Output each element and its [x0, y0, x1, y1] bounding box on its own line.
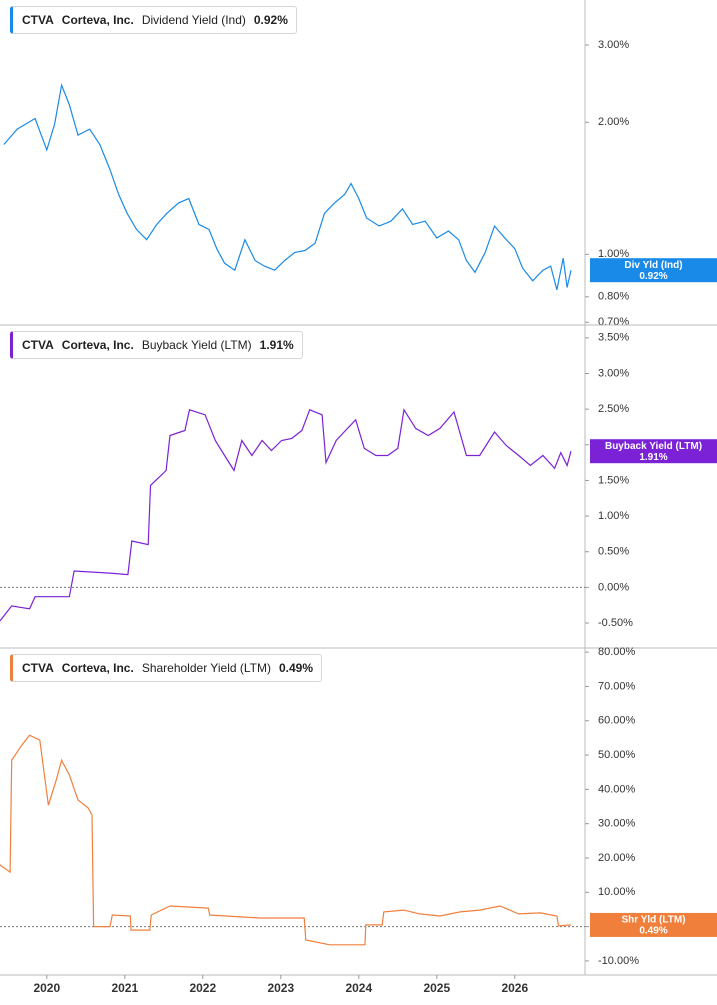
y-tick-label: 30.00%: [598, 818, 636, 830]
value-flag-value: 0.92%: [639, 271, 667, 282]
x-tick-label: 2021: [111, 981, 138, 995]
value-flag-name: Div Yld (Ind): [624, 260, 682, 271]
value-flag: Buyback Yield (LTM)1.91%: [590, 439, 717, 464]
legend-series: Buyback Yield (LTM): [141, 338, 252, 352]
y-tick-label: 60.00%: [598, 715, 636, 727]
y-tick-label: 0.50%: [598, 546, 629, 558]
legend-value: 1.91%: [259, 338, 294, 352]
series-line: [0, 734, 572, 946]
y-tick-label: -10.00%: [598, 955, 639, 967]
legend-ticker: CTVA: [22, 338, 54, 352]
legend-company: Corteva, Inc.: [61, 13, 134, 27]
value-flag-box: [590, 258, 717, 283]
value-flag-box: [590, 912, 717, 937]
y-tick-label: 20.00%: [598, 852, 636, 864]
value-flag: Div Yld (Ind)0.92%: [590, 258, 717, 283]
x-tick-label: 2024: [345, 981, 372, 995]
series-line: [0, 408, 572, 622]
y-tick-label: 0.00%: [598, 581, 629, 593]
y-tick-label: -0.50%: [598, 617, 633, 629]
y-tick-label: 0.80%: [598, 291, 629, 303]
y-tick-label: 1.00%: [598, 248, 629, 260]
x-tick-label: 2025: [423, 981, 450, 995]
legend: CTVA Corteva, Inc. Buyback Yield (LTM) 1.91…: [10, 331, 303, 359]
y-tick-label: 10.00%: [598, 886, 636, 898]
value-flag-box: [590, 439, 717, 464]
y-tick-label: 2.00%: [598, 116, 629, 128]
y-tick-label: 0.70%: [598, 316, 629, 328]
y-tick-label: 80.00%: [598, 646, 636, 658]
y-tick-label: 2.50%: [598, 403, 629, 415]
legend-value: 0.49%: [278, 661, 314, 675]
x-tick-label: 2022: [189, 981, 216, 995]
legend-ticker: CTVA: [22, 661, 54, 675]
x-tick-label: 2020: [33, 981, 60, 995]
value-flag-value: 1.91%: [639, 452, 667, 463]
legend-series: Shareholder Yield (LTM): [141, 661, 271, 675]
y-tick-label: 50.00%: [598, 749, 636, 761]
legend-series: Dividend Yield (Ind): [141, 13, 246, 27]
y-tick-label: 1.00%: [598, 510, 629, 522]
series-line: [3, 83, 572, 290]
y-tick-label: 3.50%: [598, 332, 629, 344]
y-tick-label: 3.00%: [598, 39, 629, 51]
y-tick-label: 40.00%: [598, 783, 636, 795]
value-flag-value: 0.49%: [639, 926, 667, 937]
legend-value: 0.92%: [253, 13, 288, 27]
y-tick-label: 70.00%: [598, 680, 636, 692]
legend-company: Corteva, Inc.: [61, 338, 134, 352]
y-tick-label: 3.00%: [598, 367, 629, 379]
x-tick-label: 2026: [501, 981, 528, 995]
legend-ticker: CTVA: [22, 13, 54, 27]
legend-company: Corteva, Inc.: [61, 661, 134, 675]
value-flag: Shr Yld (LTM)0.49%: [590, 912, 717, 937]
value-flag-name: Shr Yld (LTM): [621, 915, 685, 926]
value-flag-name: Buyback Yield (LTM): [605, 441, 702, 452]
y-tick-label: 1.50%: [598, 474, 629, 486]
legend: CTVA Corteva, Inc. Shareholder Yield (LTM)…: [10, 654, 323, 682]
legend: CTVA Corteva, Inc. Dividend Yield (Ind) 0.9…: [10, 6, 297, 34]
x-tick-label: 2023: [267, 981, 294, 995]
